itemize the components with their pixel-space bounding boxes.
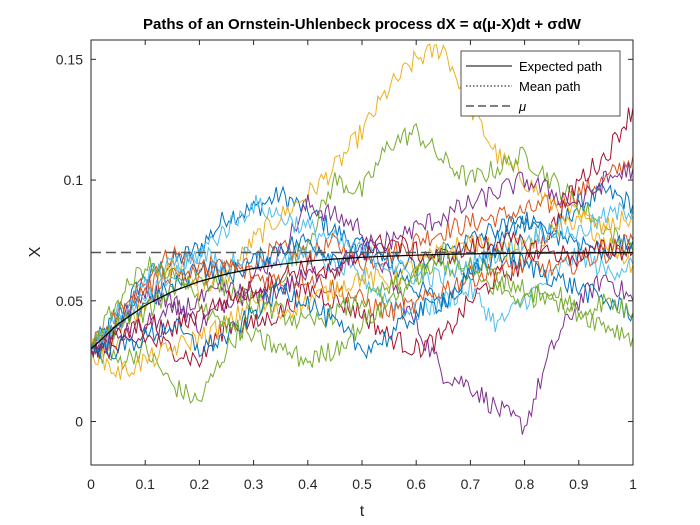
- x-axis-ticks: 0 0.1 0.2 0.3 0.4 0.5 0.6 0.7 0.8 0.9 1: [87, 40, 637, 492]
- y-tick-label: 0.1: [64, 172, 84, 188]
- x-tick-label: 0.9: [569, 476, 589, 492]
- path-series-10: [91, 210, 633, 380]
- chart-title: Paths of an Ornstein-Uhlenbeck process d…: [143, 16, 582, 33]
- path-series-2: [91, 155, 633, 352]
- legend-label-expected: Expected path: [519, 59, 602, 74]
- x-tick-label: 0.3: [244, 476, 264, 492]
- x-tick-label: 0.6: [406, 476, 426, 492]
- legend-label-mean: Mean path: [519, 79, 580, 94]
- x-tick-label: 0.5: [352, 476, 372, 492]
- x-tick-label: 0.4: [298, 476, 318, 492]
- path-series-11: [91, 162, 633, 355]
- x-tick-label: 0.8: [515, 476, 535, 492]
- series-layer: [91, 43, 633, 435]
- path-series-3: [91, 43, 633, 352]
- x-tick-label: 0.1: [135, 476, 155, 492]
- y-tick-label: 0.15: [56, 51, 83, 67]
- expected-path-line: [91, 252, 633, 350]
- path-series-14: [91, 230, 633, 359]
- x-tick-label: 0.7: [461, 476, 481, 492]
- legend: Expected path Mean path μ: [460, 50, 621, 117]
- path-series-5: [91, 122, 633, 405]
- reference-layer: [91, 251, 633, 350]
- x-tick-label: 0: [87, 476, 95, 492]
- legend-label-mu: μ: [518, 99, 526, 114]
- path-series-9: [91, 232, 633, 350]
- y-tick-label: 0: [75, 414, 83, 430]
- x-axis-label: t: [360, 503, 365, 520]
- legend-box: [460, 50, 621, 117]
- x-tick-label: 0.2: [190, 476, 210, 492]
- y-axis-label: X: [27, 246, 44, 257]
- x-tick-label: 1: [629, 476, 637, 492]
- y-tick-label: 0.05: [56, 293, 83, 309]
- path-series-16: [91, 241, 633, 368]
- path-series-15: [91, 247, 633, 360]
- path-series-4: [91, 194, 633, 435]
- y-axis-ticks: 0 0.05 0.1 0.15: [56, 51, 633, 430]
